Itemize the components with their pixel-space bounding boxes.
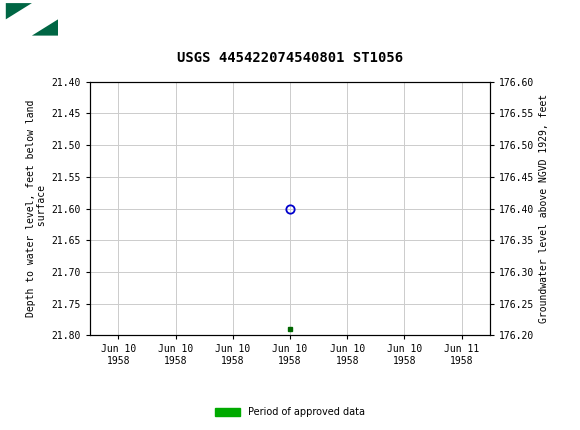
Bar (6, 3, 58, 36)
Text: USGS: USGS (67, 12, 114, 27)
Polygon shape (6, 3, 32, 19)
Legend: Period of approved data: Period of approved data (212, 403, 368, 421)
Polygon shape (32, 19, 58, 36)
Text: USGS 445422074540801 ST1056: USGS 445422074540801 ST1056 (177, 51, 403, 65)
Y-axis label: Groundwater level above NGVD 1929, feet: Groundwater level above NGVD 1929, feet (539, 94, 549, 323)
Y-axis label: Depth to water level, feet below land
 surface: Depth to water level, feet below land su… (26, 100, 48, 317)
